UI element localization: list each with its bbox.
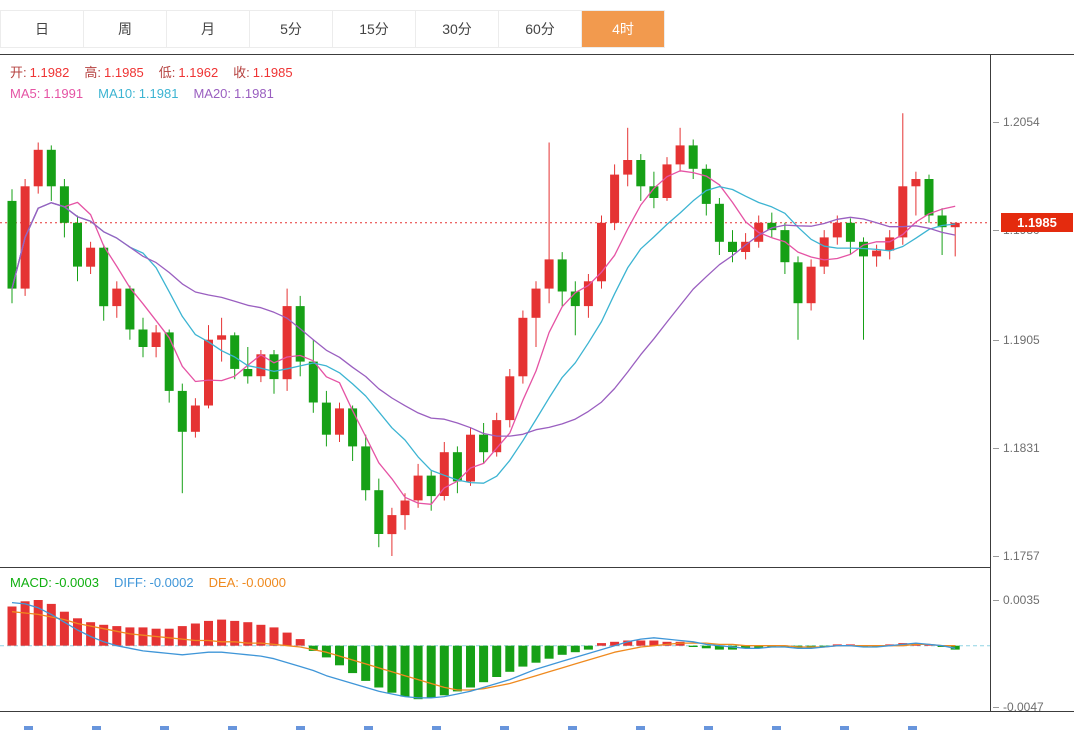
tab-15min[interactable]: 15分 bbox=[332, 10, 416, 48]
macd-axis-label: 0.0035 bbox=[993, 592, 1040, 608]
chart-area: 开: 1.1982 高: 1.1985 低: 1.1962 收: 1.1985 MA5: 1.1… bbox=[0, 55, 1074, 714]
tab-60min[interactable]: 60分 bbox=[498, 10, 582, 48]
axis-tick bbox=[993, 339, 999, 341]
axis-tick bbox=[993, 555, 999, 557]
time-label-clipped bbox=[568, 726, 577, 730]
price-chart-panel[interactable]: 开: 1.1982 高: 1.1985 低: 1.1962 收: 1.1985 MA5: 1.1… bbox=[0, 55, 990, 567]
time-label-clipped bbox=[364, 726, 373, 730]
plot-column: 开: 1.1982 高: 1.1985 低: 1.1962 收: 1.1985 MA5: 1.1… bbox=[0, 55, 991, 711]
tab-day[interactable]: 日 bbox=[0, 10, 84, 48]
time-axis-clipped bbox=[0, 712, 1074, 730]
tab-30min[interactable]: 30分 bbox=[415, 10, 499, 48]
time-label-clipped bbox=[160, 726, 169, 730]
tab-4hour[interactable]: 4时 bbox=[581, 10, 665, 48]
axis-tick bbox=[993, 447, 999, 449]
candlestick-chart[interactable] bbox=[0, 55, 990, 567]
time-label-clipped bbox=[432, 726, 441, 730]
macd-panel[interactable]: MACD: -0.0003 DIFF: -0.0002 DEA: -0.0000 bbox=[0, 567, 990, 711]
tab-month[interactable]: 月 bbox=[166, 10, 250, 48]
time-label-clipped bbox=[92, 726, 101, 730]
current-price-badge: 1.1985 bbox=[1001, 213, 1073, 232]
time-label-clipped bbox=[908, 726, 917, 730]
axis-tick bbox=[993, 599, 999, 601]
time-label-clipped bbox=[24, 726, 33, 730]
tab-week[interactable]: 周 bbox=[83, 10, 167, 48]
tab-5min[interactable]: 5分 bbox=[249, 10, 333, 48]
axis-tick bbox=[993, 706, 999, 708]
price-axis-label: 1.2054 bbox=[993, 114, 1040, 130]
time-label-clipped bbox=[840, 726, 849, 730]
axis-tick bbox=[993, 121, 999, 123]
macd-axis-label: -0.0047 bbox=[993, 699, 1044, 715]
price-axis-label: 1.1831 bbox=[993, 440, 1040, 456]
price-axis-label: 1.1905 bbox=[993, 332, 1040, 348]
macd-chart[interactable] bbox=[0, 568, 990, 711]
time-label-clipped bbox=[296, 726, 305, 730]
price-axis-label: 1.1757 bbox=[993, 548, 1040, 564]
timeframe-tabbar: 日周月 5分 15分 30分 60分 4时 bbox=[0, 0, 1074, 55]
time-label-clipped bbox=[228, 726, 237, 730]
time-label-clipped bbox=[772, 726, 781, 730]
time-label-clipped bbox=[704, 726, 713, 730]
time-label-clipped bbox=[636, 726, 645, 730]
axis-tick bbox=[993, 229, 999, 231]
price-axis: 1.1985 1.20541.19801.19051.18311.17570.0… bbox=[991, 55, 1074, 714]
time-label-clipped bbox=[500, 726, 509, 730]
